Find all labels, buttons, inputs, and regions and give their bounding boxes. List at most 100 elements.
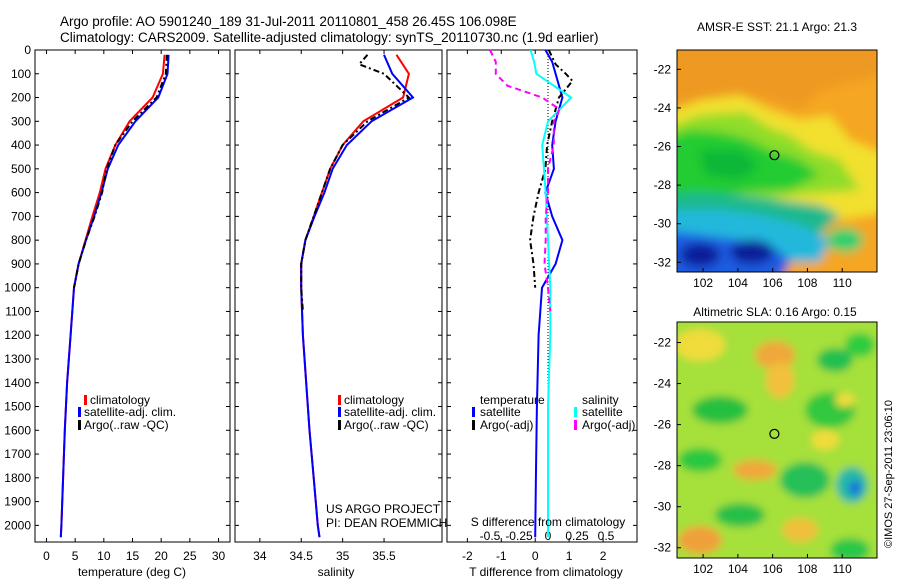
lon-tick-label: 102 [693,276,713,290]
legend-s-argo-label: Argo(-adj) [582,418,635,432]
depth-tick-label: 500 [11,162,31,176]
legend-swatch-s-satellite [574,407,577,417]
depth-tick-label: 1000 [4,281,31,295]
difference-top-axis-label: S difference from climatology [471,515,626,529]
pi-annotation: PI: DEAN ROEMMICH [326,516,447,530]
lon-tick-label: 108 [797,276,817,290]
figure-title-line2: Climatology: CARS2009. Satellite-adjuste… [60,30,599,45]
depth-tick-label: 400 [11,138,31,152]
s-tick-label: -0.5 [480,529,501,543]
legend-satellite-label: satellite-adj. clim. [84,405,176,419]
lat-tick-label: -22 [654,62,672,76]
legend-swatch-argo [338,420,341,430]
depth-tick-label: 100 [11,67,31,81]
legend-swatch-satellite [78,407,81,417]
legend-swatch-climatology [84,395,87,405]
x-tick-label: 5 [72,549,79,563]
s-argo-diff-line [489,49,561,312]
sla-field [677,322,877,558]
x-tick-label: 0 [43,549,50,563]
lat-tick-label: -24 [654,377,672,391]
salinity-axes-frame [234,49,443,543]
s-tick-label: 0.25 [565,529,589,543]
sst-field [677,50,877,272]
s-tick-label: -0.25 [505,529,533,543]
x-tick-label: 30 [212,549,226,563]
lon-tick-label: 104 [728,562,748,576]
lon-tick-label: 106 [763,276,783,290]
legend-temperature-title: temperature [480,393,545,407]
legend-argo-label: Argo(..raw -QC) [84,418,169,432]
difference-legend: temperature salinity satellite Argo(-adj… [472,393,635,432]
depth-tick-label: 1600 [4,423,31,437]
depth-tick-label: 2000 [4,518,31,532]
legend-swatch-climatology [338,395,341,405]
lon-tick-label: 110 [833,562,852,576]
x-tick-label: 1 [566,549,573,563]
legend-argo-label: Argo(..raw -QC) [344,418,429,432]
legend-salinity-title: salinity [582,393,619,407]
depth-tick-label: 1100 [5,304,31,318]
x-tick-label: -2 [462,549,473,563]
x-tick-label: 15 [126,549,140,563]
climatology-line [300,54,410,538]
legend-swatch-s-argo [574,420,577,430]
legend-swatch-t-argo [472,420,475,430]
sla-map-title: Altimetric SLA: 0.16 Argo: 0.15 [693,305,857,319]
salinity-xlabel: salinity [318,565,355,579]
x-tick-label: 35 [336,549,350,563]
x-tick-label: 20 [154,549,168,563]
legend-climatology-label: climatology [344,393,404,407]
argo-line [73,54,168,288]
difference-xlabel: T difference from climatology [469,565,623,579]
temperature-legend: climatology satellite-adj. clim. Argo(..… [78,393,176,432]
argo-location-marker [769,150,780,161]
sla-map: Altimetric SLA: 0.16 Argo: 0.15 [654,305,878,576]
figure-title-line1: Argo profile: AO 5901240_189 31-Jul-2011… [60,14,517,29]
lon-tick-label: 104 [728,276,748,290]
salinity-panel: 34 34.5 35 35.5 salinity climatology satell… [234,49,447,579]
legend-climatology-label: climatology [90,393,150,407]
lat-tick-label: -22 [654,336,672,350]
salinity-legend: climatology satellite-adj. clim. Argo(..… [338,393,436,432]
lat-tick-label: -28 [654,459,672,473]
lon-tick-label: 108 [797,562,817,576]
sla-map-frame [676,321,878,559]
lat-tick-label: -24 [654,101,672,115]
depth-tick-label: 1800 [4,471,31,485]
x-tick-label: 0 [532,549,539,563]
depth-tick-label: 0 [24,43,31,57]
sst-map-title: AMSR-E SST: 21.1 Argo: 21.3 [697,20,857,34]
depth-tick-label: 300 [11,114,31,128]
x-tick-label: 34.5 [290,549,314,563]
s-satellite-diff-line [529,49,573,538]
depth-tick-label: 900 [11,257,31,271]
argo-line [300,54,411,312]
depth-tick-label: 1200 [4,328,31,342]
sst-map: AMSR-E SST: 21.1 Argo: 21.3 102 104 106 108… [654,20,878,290]
lon-tick-label: 102 [693,562,713,576]
lon-tick-label: 106 [763,562,783,576]
x-tick-label: 34 [253,549,267,563]
satellite-adj-clim-line [59,54,170,538]
x-tick-label: 25 [183,549,197,563]
legend-s-satellite-label: satellite [582,405,623,419]
x-tick-label: 35.5 [372,549,396,563]
legend-t-argo-label: Argo(-adj) [480,418,533,432]
depth-tick-label: 800 [11,233,31,247]
lat-tick-label: -28 [654,178,672,192]
lat-tick-label: -26 [654,418,672,432]
argo-location-marker [769,428,780,439]
climatology-line [59,54,166,538]
x-tick-label: 2 [600,549,607,563]
lat-tick-label: -30 [654,500,672,514]
depth-tick-label: 1500 [4,400,31,414]
x-tick-label: -1 [496,549,507,563]
lon-tick-label: 110 [833,276,852,290]
lat-tick-label: -26 [654,140,672,154]
project-annotation: US ARGO PROJECT [326,502,441,516]
depth-tick-label: 1300 [4,352,31,366]
lat-tick-label: -30 [654,217,672,231]
difference-panel: -2 -1 0 1 2 -0.5 -0.25 0 0.25 0.5 T difference f… [446,49,638,579]
